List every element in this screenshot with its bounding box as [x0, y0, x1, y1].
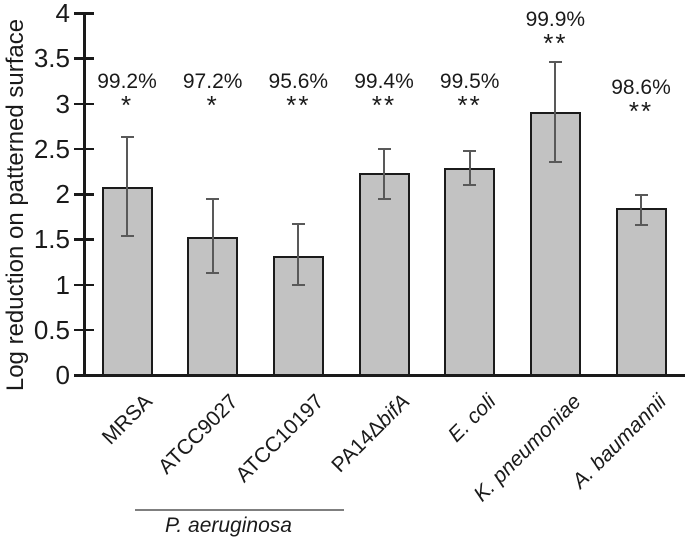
- y-axis-tick: [74, 374, 94, 377]
- error-bar-cap: [634, 223, 648, 226]
- percent-reduction-label: 99.5%: [439, 70, 500, 93]
- y-tick-label: 2.5: [33, 133, 70, 164]
- y-axis-tick: [74, 102, 94, 105]
- significance-stars: *: [206, 92, 219, 111]
- percent-reduction-label: 99.2%: [97, 70, 157, 93]
- error-bar-line: [297, 223, 300, 286]
- bar: [615, 208, 667, 376]
- group-bracket-line: [135, 509, 344, 511]
- significance-stars: **: [628, 98, 654, 117]
- error-bar-cap: [548, 161, 562, 164]
- bar-annotation: 99.5% **: [400, 70, 540, 111]
- bar: [444, 167, 496, 376]
- y-tick-label: 0: [55, 360, 70, 390]
- x-category-label: E. coli: [443, 390, 500, 447]
- x-category-label: ATCC9027: [154, 390, 243, 479]
- error-bar-line: [211, 198, 214, 273]
- bar-annotation: 97.2% *: [143, 70, 283, 111]
- error-bar-cap: [120, 234, 134, 237]
- error-bar-cap: [377, 198, 391, 201]
- error-bar-line: [383, 148, 385, 200]
- y-axis-tick: [74, 283, 94, 286]
- bar-annotation: 99.4% **: [314, 70, 454, 111]
- y-tick-label: 1: [55, 269, 70, 300]
- bar-annotation: 95.6% **: [228, 70, 368, 111]
- error-bar-cap: [291, 284, 305, 287]
- y-tick-label: 2: [55, 179, 70, 209]
- y-axis-tick: [74, 12, 94, 15]
- significance-stars: **: [457, 92, 482, 111]
- y-tick-label: 1.5: [33, 224, 70, 255]
- error-bar-cap: [548, 60, 562, 63]
- error-bar-cap: [377, 147, 391, 150]
- percent-reduction-label: 98.6%: [611, 76, 671, 99]
- bar: [358, 173, 410, 376]
- y-tick-label: 3: [55, 88, 70, 119]
- error-bar-line: [554, 61, 557, 163]
- error-bar-cap: [206, 197, 220, 200]
- y-tick-label: 3.5: [33, 43, 70, 74]
- bar-annotation: 99.2% *: [57, 70, 197, 111]
- significance-stars: **: [543, 30, 568, 49]
- x-category-label: PA14ΔbifA: [327, 390, 415, 478]
- y-axis-tick: [74, 193, 94, 196]
- group-label: P. aeruginosa: [165, 514, 292, 537]
- y-tick-label: 0.5: [33, 314, 70, 345]
- error-bar-cap: [120, 135, 134, 138]
- significance-stars: **: [371, 92, 397, 111]
- category-label-prefix: PA14Δ: [327, 415, 389, 477]
- error-bar-line: [468, 150, 471, 185]
- bar-annotation: 98.6% **: [571, 76, 685, 117]
- y-axis-tick: [74, 57, 94, 60]
- y-tick-label: 4: [55, 0, 70, 28]
- error-bar-line: [126, 136, 128, 236]
- error-bar-cap: [463, 149, 477, 152]
- bar-annotation: 99.9% **: [485, 8, 625, 49]
- significance-stars: **: [286, 92, 311, 111]
- percent-reduction-label: 97.2%: [182, 70, 243, 93]
- y-axis-tick: [74, 328, 94, 332]
- error-bar-cap: [206, 271, 220, 274]
- x-category-label: ATCC10197: [231, 390, 329, 487]
- significance-stars: *: [120, 92, 134, 111]
- percent-reduction-label: 99.9%: [525, 8, 586, 31]
- percent-reduction-label: 99.4%: [354, 70, 414, 93]
- error-bar-cap: [463, 183, 477, 186]
- bar: [529, 111, 581, 376]
- error-bar-line: [640, 194, 643, 225]
- error-bar-cap: [291, 222, 305, 225]
- y-axis-tick: [74, 238, 94, 241]
- y-axis-tick: [74, 147, 94, 151]
- error-bar-cap: [634, 193, 648, 196]
- x-category-label: MRSA: [98, 390, 158, 450]
- percent-reduction-label: 95.6%: [268, 70, 329, 93]
